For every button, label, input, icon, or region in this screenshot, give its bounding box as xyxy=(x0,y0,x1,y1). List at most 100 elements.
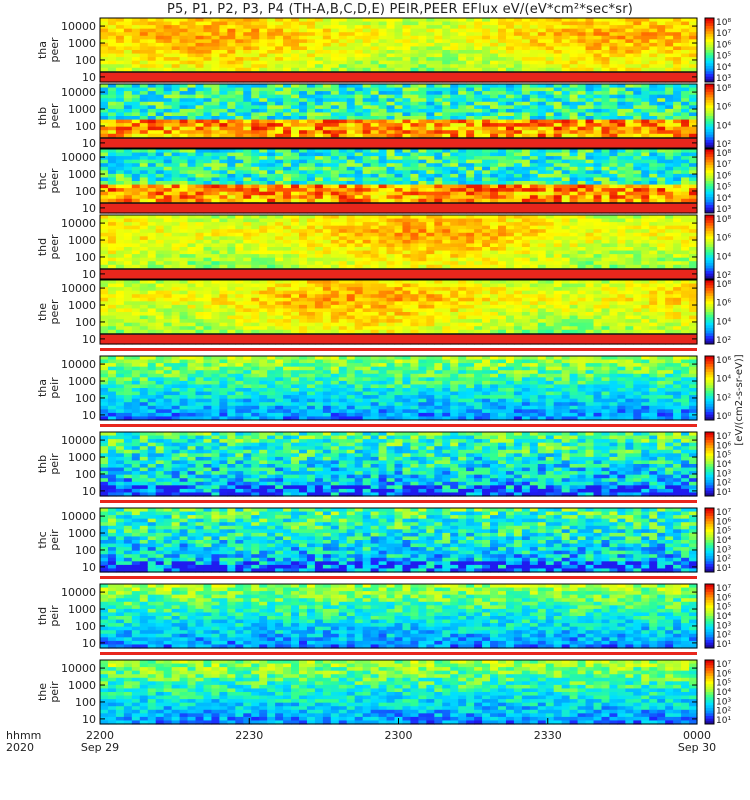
heatmap-cell xyxy=(657,181,666,186)
heatmap-cell xyxy=(410,46,419,51)
heatmap-cell xyxy=(338,232,348,237)
heatmap-cell xyxy=(259,53,268,58)
heatmap-cell xyxy=(299,28,308,33)
heatmap-cell xyxy=(131,28,141,33)
heatmap-cell xyxy=(490,133,499,138)
heatmap-cell xyxy=(553,119,563,124)
heatmap-cell xyxy=(107,39,117,44)
heatmap-cell xyxy=(402,184,412,189)
heatmap-cell xyxy=(498,126,507,131)
heatmap-cell xyxy=(243,35,252,40)
heatmap-cell xyxy=(306,101,316,106)
heatmap-cell xyxy=(362,218,372,223)
heatmap-cell xyxy=(203,87,213,92)
heatmap-cell xyxy=(442,123,451,128)
heatmap-cell xyxy=(593,184,603,189)
colorbar-tick-label: 10³ xyxy=(716,205,731,215)
heatmap-cell xyxy=(195,123,205,128)
heatmap-cell xyxy=(338,177,348,182)
heatmap-cell xyxy=(155,236,165,241)
heatmap-cell xyxy=(187,225,197,230)
heatmap-cell xyxy=(275,163,284,168)
heatmap-cell xyxy=(593,32,603,37)
heatmap-cell xyxy=(673,25,682,30)
heatmap-cell xyxy=(665,126,674,131)
heatmap-cell xyxy=(537,149,547,154)
heatmap-cell xyxy=(482,64,491,69)
heatmap-cell xyxy=(299,198,308,203)
heatmap-cell xyxy=(346,119,356,124)
heatmap-cell xyxy=(378,222,388,227)
heatmap-cell xyxy=(267,46,276,51)
heatmap-cell xyxy=(466,53,475,58)
heatmap-cell xyxy=(474,112,483,117)
heatmap-cell xyxy=(521,112,531,117)
heatmap-cell xyxy=(362,84,372,89)
heatmap-cell xyxy=(107,222,117,227)
heatmap-cell xyxy=(569,39,579,44)
heatmap-cell xyxy=(346,84,356,89)
heatmap-cell xyxy=(561,21,571,26)
heatmap-cell xyxy=(235,101,244,106)
heatmap-cell xyxy=(211,87,220,92)
heatmap-cell xyxy=(657,152,666,157)
heatmap-cell xyxy=(545,98,555,103)
heatmap-cell xyxy=(529,152,539,157)
heatmap-cell xyxy=(243,166,252,171)
heatmap-cell xyxy=(163,101,173,106)
heatmap-cell xyxy=(585,32,595,37)
heatmap-cell xyxy=(187,229,197,234)
heatmap-cell xyxy=(322,215,332,220)
heatmap-cell xyxy=(211,119,220,124)
heatmap-cell xyxy=(386,254,396,259)
heatmap-cell xyxy=(474,166,483,171)
heatmap-cell xyxy=(227,264,236,269)
heatmap-cell xyxy=(474,21,483,26)
heatmap-cell xyxy=(219,101,228,106)
heatmap-cell xyxy=(545,46,555,51)
colorbar-segment xyxy=(705,126,714,130)
heatmap-cell xyxy=(251,170,260,175)
heatmap-cell xyxy=(362,46,372,51)
heatmap-cell xyxy=(131,173,141,179)
heatmap-cell xyxy=(306,152,316,157)
heatmap-cell xyxy=(402,232,412,237)
heatmap-cell xyxy=(243,163,252,168)
heatmap-cell xyxy=(139,91,149,96)
heatmap-cell xyxy=(641,198,650,203)
heatmap-cell xyxy=(386,156,396,161)
heatmap-cell xyxy=(346,87,356,92)
heatmap-cell xyxy=(171,50,181,55)
heatmap-cell xyxy=(649,195,658,200)
heatmap-cell xyxy=(259,105,268,110)
heatmap-cell xyxy=(633,35,642,40)
heatmap-cell xyxy=(291,229,300,234)
heatmap-cell xyxy=(689,133,698,138)
heatmap-cell xyxy=(267,53,276,58)
heatmap-cell xyxy=(147,91,157,96)
heatmap-cell xyxy=(641,84,650,89)
heatmap-cell xyxy=(386,35,396,40)
heatmap-cell xyxy=(474,159,483,164)
heatmap-cell xyxy=(314,257,324,262)
heatmap-cell xyxy=(458,123,467,128)
heatmap-cell xyxy=(155,123,165,128)
heatmap-cell xyxy=(163,232,173,237)
heatmap-cell xyxy=(450,87,459,92)
heatmap-cell xyxy=(593,94,603,99)
heatmap-cell xyxy=(243,28,252,33)
heatmap-cell xyxy=(370,126,380,131)
heatmap-cell xyxy=(442,264,451,269)
heatmap-cell xyxy=(553,46,563,51)
heatmap-cell xyxy=(402,152,412,157)
heatmap-cell xyxy=(394,53,404,58)
heatmap-cell xyxy=(346,239,356,245)
heatmap-cell xyxy=(139,250,149,255)
heatmap-cell xyxy=(450,67,459,72)
heatmap-cell xyxy=(577,42,587,48)
heatmap-cell xyxy=(291,166,300,171)
heatmap-cell xyxy=(115,232,125,237)
heatmap-cell xyxy=(681,42,690,48)
heatmap-cell xyxy=(434,218,443,223)
heatmap-cell xyxy=(171,243,181,248)
